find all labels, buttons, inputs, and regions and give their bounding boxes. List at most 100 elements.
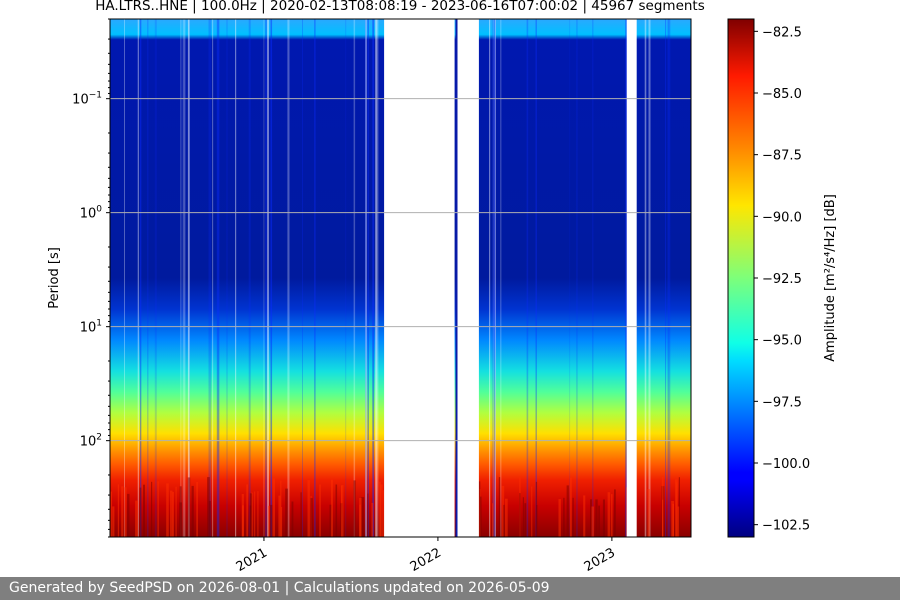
heatmap-band-mark (187, 477, 191, 537)
heatmap-band-mark (242, 505, 244, 537)
heatmap-band-mark (504, 498, 508, 537)
heatmap-stripe (270, 19, 272, 537)
heatmap-stripe (372, 19, 375, 537)
heatmap-stripe (375, 19, 378, 537)
heatmap-stripe (124, 19, 125, 537)
colorbar-tick-label: −90.0 (762, 210, 802, 225)
colorbar-label: Amplitude [m²/s⁴/Hz] [dB] (823, 194, 838, 362)
heatmap-band-mark (254, 491, 256, 537)
heatmap-band-mark (566, 485, 569, 537)
heatmap-stripe (183, 19, 186, 537)
y-tick-label: 10−1 (72, 91, 102, 108)
heatmap-band-mark (319, 484, 321, 537)
y-axis-label: Period [s] (47, 247, 62, 309)
heatmap-stripe (147, 19, 149, 537)
heatmap-band-mark (524, 503, 527, 537)
heatmap-band-mark (611, 494, 613, 537)
heatmap-stripe (187, 19, 190, 537)
heatmap-band-mark (490, 477, 492, 537)
chart-title: HA.LTRS..HNE | 100.0Hz | 2020-02-13T08:0… (95, 0, 705, 14)
heatmap-stripe (375, 19, 377, 537)
heatmap-band-mark (353, 480, 356, 537)
heatmap-band-mark (330, 479, 333, 537)
heatmap-band-mark (151, 481, 153, 537)
grid-lines (110, 98, 691, 442)
heatmap-band-mark (614, 489, 616, 537)
heatmap-stripe (314, 19, 316, 537)
heatmap-stripe (302, 19, 303, 537)
heatmap-stripe (353, 19, 356, 537)
heatmap-stripe (569, 19, 571, 537)
heatmap-band-mark (662, 499, 664, 537)
heatmap-band-mark (382, 490, 385, 537)
footer-bar: Generated by SeedPSD on 2026-08-01 | Cal… (0, 577, 900, 600)
colorbar-tick-label: −100.0 (762, 457, 810, 472)
heatmap-band-mark (569, 477, 572, 537)
heatmap-stripe (576, 19, 578, 537)
heatmap-band-mark (367, 493, 369, 537)
heatmap-band-mark (341, 485, 344, 537)
heatmap-band-mark (281, 507, 283, 537)
heatmap-stripe (500, 19, 502, 537)
data-gap (457, 19, 479, 537)
heatmap-band-mark (291, 501, 294, 537)
heatmap-stripe (218, 19, 220, 537)
heatmap-band-mark (335, 484, 338, 537)
heatmap-band-mark (329, 504, 332, 537)
x-tick-label: 2023 (582, 545, 618, 575)
heatmap-band-mark (196, 482, 198, 537)
heatmap-stripe (648, 19, 651, 537)
heatmap-stripe (270, 19, 273, 537)
heatmap-stripe (493, 19, 496, 537)
heatmap-band-mark (175, 486, 177, 537)
x-tick-label: 2022 (408, 545, 444, 575)
heatmap-band-mark (285, 488, 288, 537)
colorbar-tick-label: −92.5 (762, 272, 802, 287)
heatmap-band-mark (647, 489, 650, 537)
heatmap-band-mark (310, 498, 313, 537)
heatmap-band-mark (272, 478, 275, 537)
heatmap-stripe (644, 19, 647, 537)
heatmap-band-mark (143, 484, 145, 537)
heatmap-band-mark (676, 482, 678, 537)
heatmap-stripe (248, 19, 251, 537)
heatmap-band-mark (371, 502, 374, 537)
heatmap-stripe (182, 19, 185, 537)
heatmap-band-mark (380, 484, 383, 537)
heatmap-stripe (526, 19, 529, 537)
heatmap-stripe (592, 19, 594, 537)
heatmap-band-mark (501, 485, 505, 537)
heatmap-stripe (492, 19, 493, 537)
heatmap-band-mark (246, 484, 248, 537)
heatmap-band-mark (208, 500, 211, 537)
colorbar-tick-label: −87.5 (762, 149, 802, 164)
heatmap-band-mark (522, 497, 524, 537)
y-tick-label: 101 (80, 319, 102, 336)
heatmap-stripe (489, 19, 491, 537)
heatmap-stripe (668, 19, 671, 537)
heatmap-band-mark (249, 493, 253, 537)
heatmap-stripe (267, 19, 269, 537)
heatmap-band-mark (280, 480, 282, 537)
heatmap-band-mark (563, 497, 565, 537)
heatmap-band-mark (300, 492, 302, 537)
colorbar-tick-label: −102.5 (762, 519, 810, 534)
heatmap-stripe (367, 19, 369, 537)
colorbar-tick-label: −85.0 (762, 87, 802, 102)
colorbar-tick-label: −95.0 (762, 334, 802, 349)
heatmap-stripe (209, 19, 212, 537)
data-gap (384, 19, 455, 537)
psd-chart: 10−1 100 101 102 2021 2022 2023 Period [s] −82.… (47, 18, 838, 575)
heatmap-stripe (345, 19, 347, 537)
heatmap-band-mark (179, 486, 182, 537)
heatmap-stripe (154, 19, 157, 537)
heatmap-band-mark (124, 487, 127, 537)
heatmap-stripe (287, 19, 290, 537)
heatmap-band-mark (307, 480, 310, 537)
heatmap-band-mark (558, 499, 561, 537)
plot-frame (109, 18, 692, 538)
heatmap-band-mark (598, 505, 600, 537)
x-tick-label: 2021 (234, 545, 270, 575)
heatmap-stripe (376, 19, 379, 537)
heatmap-band-mark (270, 504, 273, 537)
